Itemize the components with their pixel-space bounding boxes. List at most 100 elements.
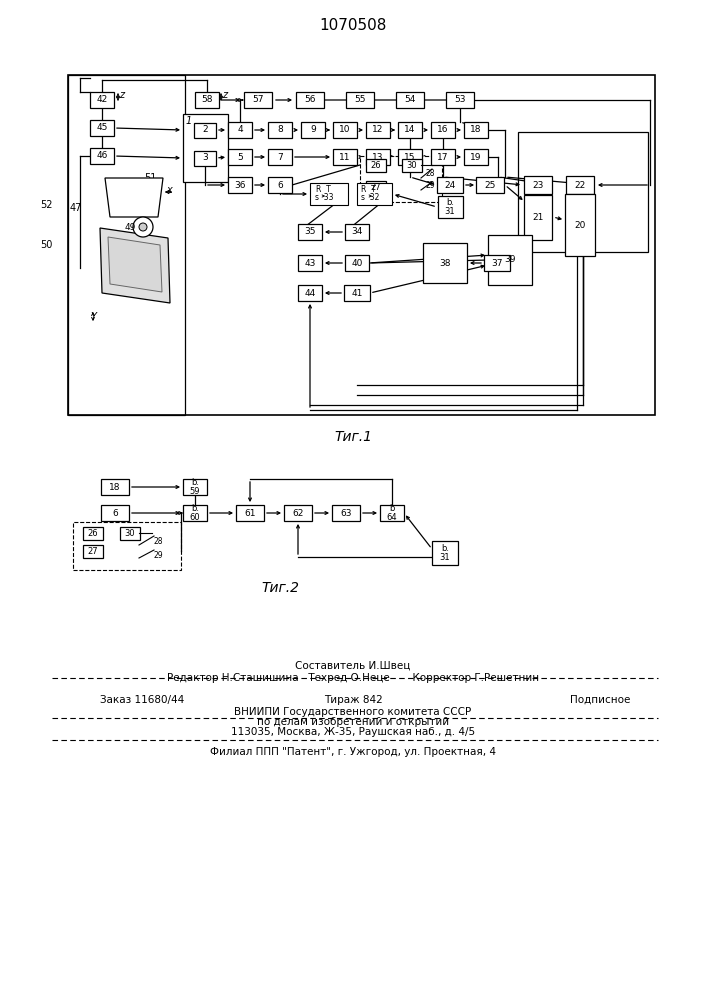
Bar [524, 176, 552, 194]
Text: 27: 27 [370, 182, 381, 192]
Text: 39: 39 [504, 255, 515, 264]
Bar [195, 92, 219, 108]
Text: 29: 29 [154, 550, 163, 560]
Text: R  T: R T [316, 186, 331, 194]
Text: 48: 48 [149, 281, 161, 291]
Text: 30: 30 [407, 160, 417, 169]
Polygon shape [100, 228, 170, 303]
Bar [518, 132, 648, 252]
Text: 6: 6 [112, 508, 118, 518]
Bar [194, 150, 216, 165]
Text: 26: 26 [88, 528, 98, 538]
Text: b.
59: b. 59 [189, 478, 200, 496]
Text: 4: 4 [237, 125, 243, 134]
Bar [360, 156, 442, 202]
Text: b.
31: b. 31 [440, 544, 450, 562]
Bar [68, 75, 185, 415]
Text: 63: 63 [340, 508, 352, 518]
Bar [284, 505, 312, 521]
Text: 46: 46 [96, 151, 107, 160]
Text: 24: 24 [445, 180, 455, 190]
Text: 18: 18 [470, 125, 481, 134]
Bar [332, 505, 360, 521]
Text: 20: 20 [574, 221, 585, 230]
Bar [398, 122, 422, 138]
Bar [228, 177, 252, 193]
Text: 29: 29 [425, 182, 435, 190]
Text: 47: 47 [70, 203, 82, 213]
Bar [346, 92, 374, 108]
Bar [101, 479, 129, 495]
Bar [120, 526, 140, 540]
Bar [68, 75, 655, 415]
Text: 37: 37 [491, 258, 503, 267]
Text: 56: 56 [304, 96, 316, 104]
Bar [380, 505, 404, 521]
Text: Y: Y [90, 312, 96, 322]
Text: 22: 22 [574, 180, 585, 190]
Text: 14: 14 [404, 125, 416, 134]
Bar [431, 149, 455, 165]
Text: 27: 27 [88, 546, 98, 556]
Bar [402, 158, 422, 172]
Text: 58: 58 [201, 96, 213, 104]
Text: 13: 13 [373, 152, 384, 161]
Text: s  33: s 33 [315, 194, 334, 202]
Bar [83, 544, 103, 558]
Bar [488, 235, 532, 285]
Text: 52: 52 [40, 200, 53, 210]
Text: 53: 53 [455, 96, 466, 104]
Text: 34: 34 [351, 228, 363, 236]
Bar [357, 183, 392, 205]
Text: Τиг.1: Τиг.1 [334, 430, 372, 444]
Text: 40: 40 [351, 258, 363, 267]
Bar [566, 176, 594, 194]
Bar [228, 149, 252, 165]
Text: 50: 50 [40, 240, 53, 250]
Text: 8: 8 [277, 125, 283, 134]
Bar [366, 149, 390, 165]
Text: Заказ 11680/44: Заказ 11680/44 [100, 695, 185, 705]
Text: 57: 57 [252, 96, 264, 104]
Bar [298, 255, 322, 271]
Text: 30: 30 [124, 528, 135, 538]
Text: 41: 41 [351, 288, 363, 298]
Bar [366, 122, 390, 138]
Bar [298, 285, 322, 301]
Text: 2: 2 [202, 125, 208, 134]
Bar [464, 149, 488, 165]
Text: Составитель И.Швец: Составитель И.Швец [296, 661, 411, 671]
Text: 43: 43 [304, 258, 316, 267]
Text: по делам изобретений и открытий: по делам изобретений и открытий [257, 717, 449, 727]
Text: 7: 7 [277, 152, 283, 161]
Text: 17: 17 [437, 152, 449, 161]
Bar [524, 194, 552, 239]
Text: 1070508: 1070508 [320, 17, 387, 32]
Bar [333, 122, 357, 138]
Text: b.
31: b. 31 [445, 198, 455, 216]
Text: 26: 26 [370, 160, 381, 169]
Bar [298, 224, 322, 240]
Bar [310, 183, 348, 205]
Text: 51: 51 [144, 173, 156, 183]
Text: x: x [166, 185, 172, 195]
Text: b
64: b 64 [387, 504, 397, 522]
Bar [366, 158, 386, 172]
Text: 11: 11 [339, 152, 351, 161]
Text: 45: 45 [96, 123, 107, 132]
Bar [366, 180, 386, 194]
Bar [90, 92, 114, 108]
Text: 3: 3 [202, 153, 208, 162]
Text: 1: 1 [186, 116, 192, 126]
Bar [194, 122, 216, 137]
Bar [484, 255, 510, 271]
Text: 9: 9 [310, 125, 316, 134]
Text: Редактор Н.Сташишина   Техред О.Неце       Корректор Г.Решетнин: Редактор Н.Сташишина Техред О.Неце Корре… [167, 673, 539, 683]
Bar [345, 224, 369, 240]
Bar [268, 149, 292, 165]
Text: Тираж 842: Тираж 842 [324, 695, 382, 705]
Text: 54: 54 [404, 96, 416, 104]
Text: 36: 36 [234, 180, 246, 190]
Bar [565, 194, 595, 256]
Text: 16: 16 [437, 125, 449, 134]
